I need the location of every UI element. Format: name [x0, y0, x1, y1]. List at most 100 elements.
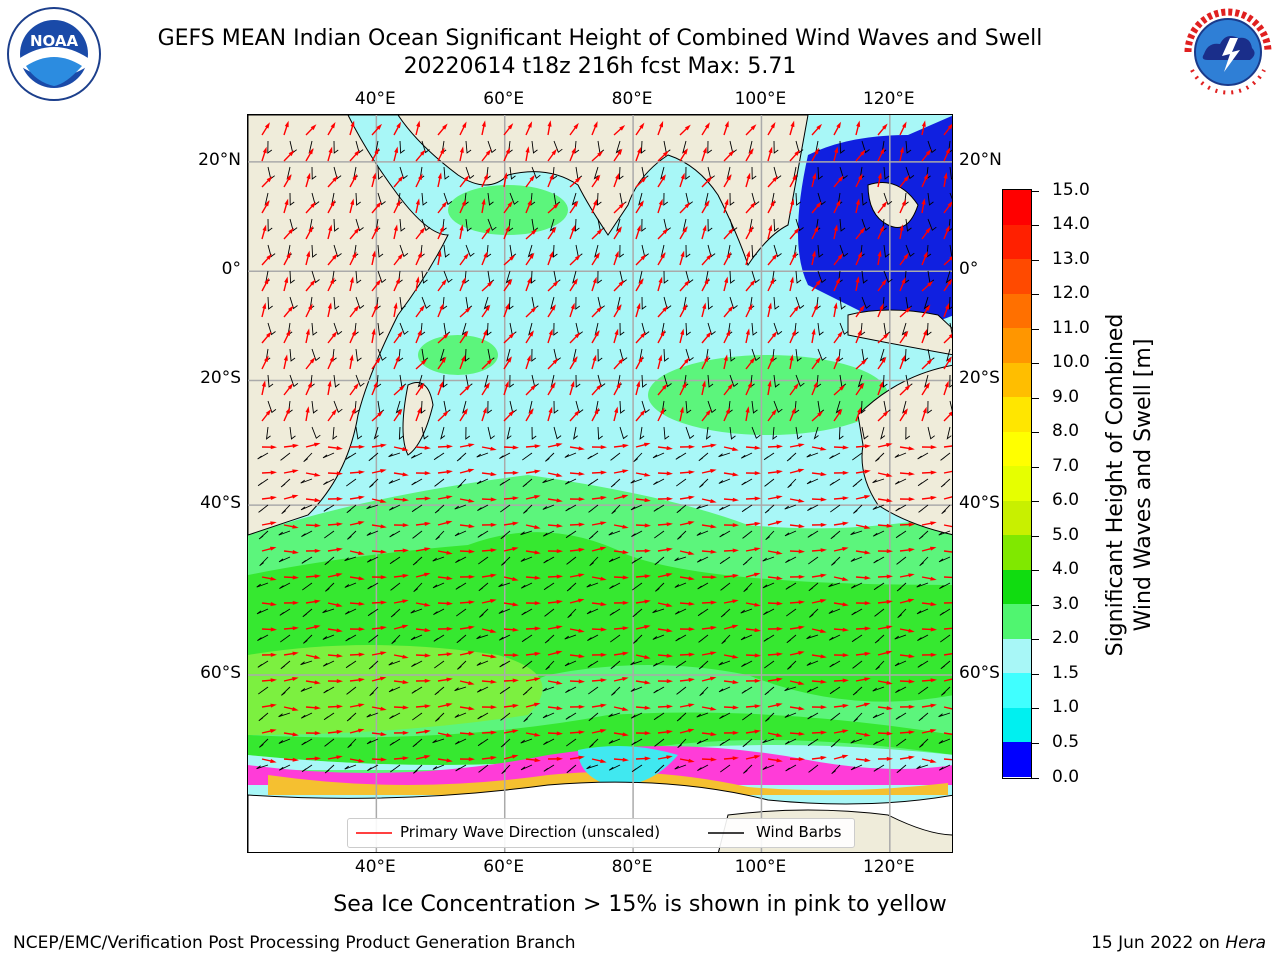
wind-barb	[267, 296, 273, 310]
wind-barb	[542, 530, 555, 537]
wave-arrow-head	[908, 497, 915, 502]
wave-arrow-head	[336, 573, 343, 577]
wind-barb	[345, 660, 357, 669]
wind-barb	[565, 504, 577, 512]
wave-arrow-head	[507, 123, 514, 130]
wave-arrow-head	[358, 652, 365, 657]
wave-arrow-head	[483, 173, 489, 180]
wave-arrow-head	[490, 548, 497, 553]
colorbar-tick	[1032, 570, 1039, 572]
wave-arrow-head	[659, 120, 664, 128]
nws-logo	[1178, 2, 1278, 102]
wind-barb	[918, 530, 929, 540]
wave-arrow-head	[358, 601, 365, 606]
wind-barb	[828, 582, 841, 588]
wind-barb	[476, 452, 489, 458]
wave-arrow-head	[864, 550, 871, 555]
wind-barb	[478, 556, 489, 565]
wind-barb	[641, 218, 647, 232]
wave-arrow	[943, 576, 952, 579]
wind-barb	[461, 322, 467, 336]
wave-arrow-head	[864, 626, 871, 631]
wind-barb	[619, 400, 625, 414]
wave-arrow-head	[578, 547, 585, 552]
noaa-logo: NOAA	[6, 6, 102, 102]
wave-arrow-head	[930, 602, 937, 607]
wind-barb	[751, 244, 757, 258]
wind-barb	[311, 322, 318, 336]
wind-barb	[677, 530, 687, 540]
madagascar-land	[402, 382, 434, 456]
wind-barb	[795, 348, 802, 362]
wind-barb	[615, 140, 621, 154]
wave-arrow-head	[618, 357, 625, 364]
colorbar-label: 13.0	[1052, 248, 1090, 269]
wave-arrow-head	[550, 304, 556, 311]
wind-barb	[938, 556, 951, 563]
colorbar-tick	[1032, 466, 1039, 468]
wave-arrow-head	[556, 549, 563, 554]
wind-barb	[795, 270, 802, 284]
wind-barb	[784, 504, 797, 510]
wind-barb	[762, 764, 775, 770]
wind-barb	[573, 426, 578, 440]
wind-barb	[410, 608, 423, 614]
wave-arrow-head	[415, 198, 420, 205]
colorbar-tick	[1032, 708, 1039, 710]
wind-barb	[477, 504, 489, 512]
wind-barb	[927, 400, 933, 414]
wind-barb	[377, 270, 387, 284]
wave-arrow-head	[578, 471, 585, 476]
wave-arrow-head	[813, 303, 819, 310]
wind-barb	[894, 478, 907, 485]
colorbar-label: 10.0	[1052, 352, 1090, 373]
wave-arrow-head	[859, 304, 865, 312]
wind-barb	[861, 426, 869, 440]
wind-barb	[675, 452, 687, 460]
wave-arrow-head	[748, 225, 754, 233]
wave-arrow-head	[446, 758, 453, 763]
wind-barb	[652, 608, 665, 614]
wave-arrow-head	[639, 122, 645, 129]
wave-arrow-head	[371, 328, 376, 335]
colorbar-label: 2.0	[1052, 628, 1080, 649]
wind-barb	[278, 738, 291, 744]
wave-arrow-head	[424, 445, 431, 450]
wave-arrow-head	[666, 653, 673, 658]
wind-barb	[872, 504, 885, 510]
wind-barb	[411, 660, 423, 668]
wind-barb	[894, 660, 907, 667]
wave-legend-swatch	[356, 832, 392, 834]
wave-arrow-head	[380, 469, 387, 473]
wave-arrow-head	[644, 498, 651, 503]
wave-arrow-head	[578, 446, 585, 451]
wave-arrow-head	[314, 548, 321, 553]
wave-arrow-head	[600, 602, 607, 607]
wind-barb	[332, 426, 338, 440]
wave-arrow-head	[468, 625, 475, 630]
wind-barb	[883, 270, 893, 283]
wave-arrow-head	[835, 355, 840, 362]
wind-barb	[663, 374, 672, 388]
wave-arrow-head	[879, 303, 884, 310]
wave-arrow-head	[485, 226, 491, 234]
wind-barb	[388, 686, 401, 693]
wind-barb	[940, 660, 951, 670]
wave-arrow-head	[666, 573, 673, 577]
wave-arrow-head	[943, 172, 948, 179]
wave-arrow-head	[815, 279, 822, 286]
wind-barb	[786, 634, 797, 644]
swell-band-south	[248, 712, 952, 765]
wave-arrow-head	[578, 628, 585, 633]
wind-barb	[347, 530, 357, 540]
wave-arrow-head	[682, 303, 688, 311]
wave-arrow-head	[292, 626, 299, 631]
wave-arrow-head	[732, 756, 739, 761]
wave-arrow-head	[732, 472, 739, 477]
wind-barb	[940, 634, 951, 643]
wind-barb	[368, 452, 379, 462]
wind-barb	[655, 582, 665, 592]
wave-arrow-head	[925, 304, 931, 311]
wave-arrow-head	[726, 174, 732, 181]
wind-barb	[457, 660, 467, 670]
